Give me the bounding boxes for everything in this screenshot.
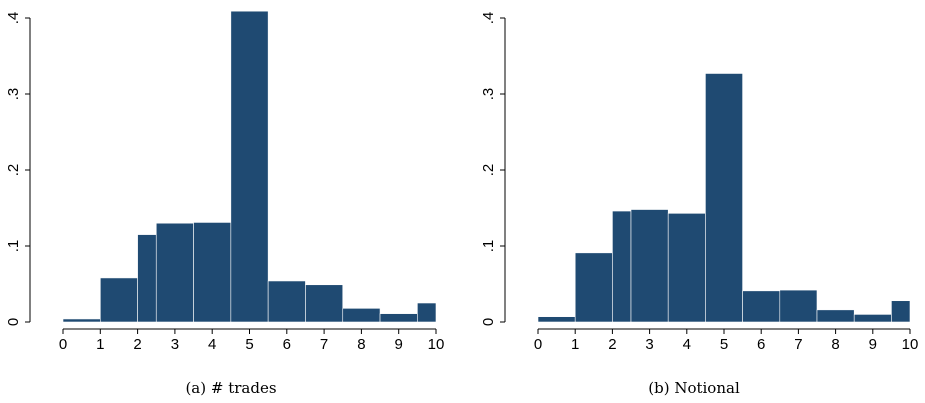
y-tick-label: .1 bbox=[5, 240, 22, 253]
x-tick-label: 2 bbox=[608, 336, 616, 353]
histogram-bar bbox=[630, 209, 669, 323]
x-tick-label: 9 bbox=[869, 336, 877, 353]
histogram-trades-chart: 0 .1 .2 .3 .4 0 1 2 3 4 5 6 7 8 9 10 bbox=[5, 10, 445, 353]
histogram-bar bbox=[305, 284, 344, 323]
y-tick-label: 0 bbox=[5, 318, 22, 326]
y-tick-label: .1 bbox=[480, 240, 497, 253]
x-tick-label: 8 bbox=[831, 336, 839, 353]
histogram-bar bbox=[537, 316, 576, 323]
x-tick-label: 7 bbox=[794, 336, 802, 353]
histogram-bar bbox=[574, 252, 613, 323]
x-tick-label: 5 bbox=[720, 336, 728, 353]
histogram-bar bbox=[267, 280, 306, 323]
x-tick-label: 10 bbox=[428, 336, 445, 353]
y-tick-label: .3 bbox=[480, 88, 497, 101]
x-tick-label: 8 bbox=[357, 336, 365, 353]
x-tick-label: 10 bbox=[902, 336, 919, 353]
histogram-panel-notional: 0 .1 .2 .3 .4 0 1 2 3 4 5 6 7 8 9 10 (b) Notional bbox=[463, 0, 925, 403]
x-tick-label: 2 bbox=[133, 336, 141, 353]
x-tick-label: 3 bbox=[645, 336, 653, 353]
x-tick-label: 1 bbox=[96, 336, 104, 353]
histogram-notional-chart: 0 .1 .2 .3 .4 0 1 2 3 4 5 6 7 8 9 10 bbox=[480, 12, 919, 353]
x-tick-label: 9 bbox=[395, 336, 403, 353]
histogram-bar bbox=[816, 309, 855, 323]
histogram-bar bbox=[155, 222, 194, 323]
chart-caption-trades: (a) # trades bbox=[185, 379, 277, 397]
y-tick-label: .2 bbox=[5, 164, 22, 177]
x-tick-label: 4 bbox=[208, 336, 216, 353]
histogram-bar bbox=[62, 318, 101, 323]
y-tick-label: .3 bbox=[5, 88, 22, 101]
histogram-bar bbox=[230, 10, 269, 323]
y-tick-label: .4 bbox=[5, 12, 22, 25]
x-tick-label: 5 bbox=[245, 336, 253, 353]
histogram-bar bbox=[667, 213, 706, 323]
y-tick-label: .4 bbox=[480, 12, 497, 25]
x-tick-label: 1 bbox=[571, 336, 579, 353]
x-tick-label: 0 bbox=[59, 336, 67, 353]
x-tick-label: 0 bbox=[534, 336, 542, 353]
histogram-bar bbox=[612, 210, 632, 323]
histogram-bar bbox=[417, 302, 437, 323]
chart-caption-notional: (b) Notional bbox=[648, 379, 740, 397]
x-tick-label: 4 bbox=[683, 336, 691, 353]
histogram-bar bbox=[137, 234, 157, 323]
x-tick-label: 6 bbox=[757, 336, 765, 353]
histogram-bar bbox=[342, 308, 381, 323]
histogram-bar bbox=[891, 300, 911, 323]
histogram-bar bbox=[193, 222, 232, 323]
histogram-bar bbox=[100, 277, 138, 323]
histogram-panel-trades: 0 .1 .2 .3 .4 0 1 2 3 4 5 6 7 8 9 10 (a) # trades bbox=[0, 0, 462, 403]
histogram-bar bbox=[853, 314, 892, 323]
x-tick-label: 6 bbox=[283, 336, 291, 353]
y-tick-label: 0 bbox=[480, 318, 497, 326]
y-tick-label: .2 bbox=[480, 164, 497, 177]
histogram-bar bbox=[705, 73, 743, 323]
histogram-bar bbox=[742, 290, 781, 323]
x-tick-label: 7 bbox=[320, 336, 328, 353]
x-tick-label: 3 bbox=[171, 336, 179, 353]
histogram-bar bbox=[779, 289, 818, 323]
histogram-bar bbox=[379, 313, 418, 323]
